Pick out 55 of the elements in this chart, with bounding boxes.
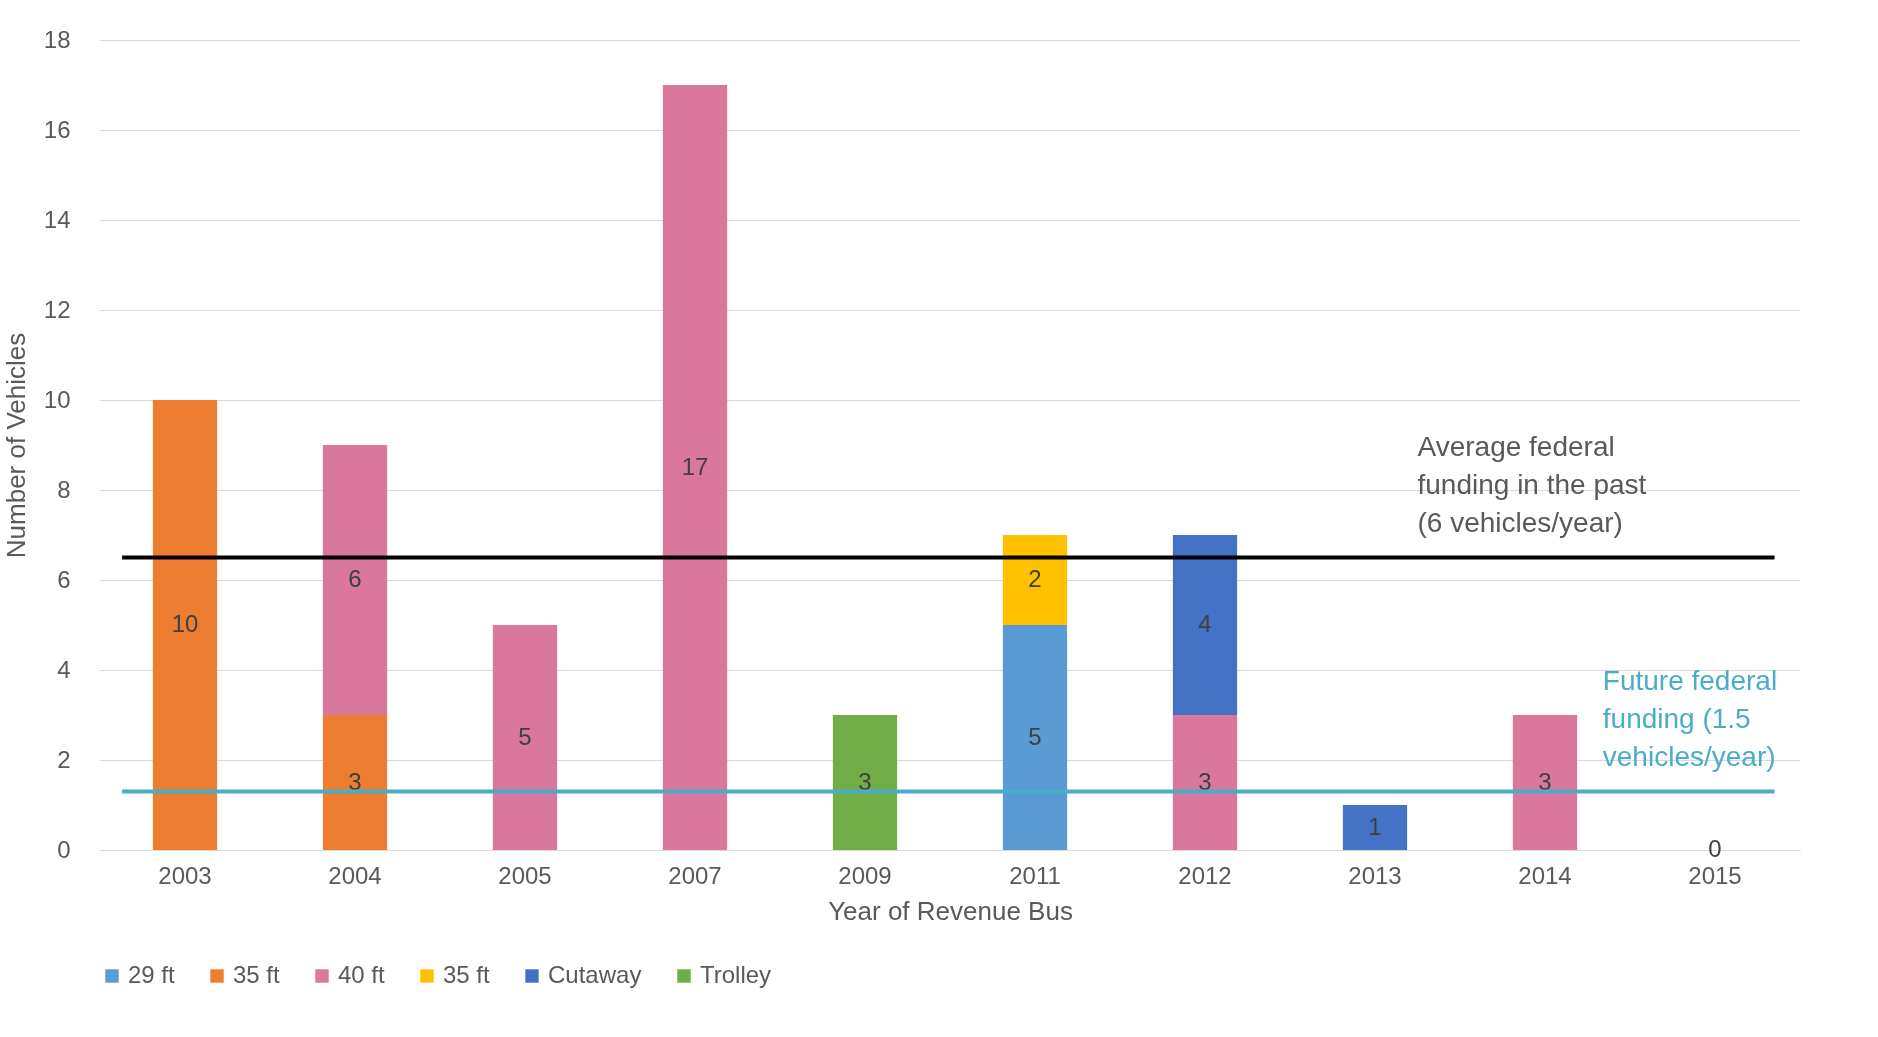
x-tick-label: 2004 bbox=[328, 861, 382, 889]
data-label: 0 bbox=[1708, 835, 1722, 862]
x-tick-label: 2009 bbox=[838, 861, 892, 889]
data-label: 4 bbox=[1198, 610, 1212, 637]
x-axis-title: Year of Revenue Bus bbox=[828, 895, 1073, 926]
data-label: 17 bbox=[681, 452, 709, 480]
y-tick-label: 8 bbox=[57, 475, 71, 503]
x-tick-label: 2005 bbox=[498, 861, 552, 889]
bar bbox=[1172, 535, 1238, 715]
bar bbox=[1002, 625, 1068, 850]
bar bbox=[662, 85, 728, 850]
legend-label: 40 ft bbox=[338, 961, 386, 988]
y-tick-label: 16 bbox=[43, 115, 71, 143]
legend-label: 29 ft bbox=[128, 961, 176, 988]
bar bbox=[492, 625, 558, 850]
y-tick-label: 2 bbox=[57, 745, 71, 773]
data-label: 3 bbox=[1198, 767, 1212, 795]
data-label: 3 bbox=[1538, 767, 1552, 795]
ref-line-label: Future federal funding (1.5 vehicles/year) bbox=[1602, 664, 1778, 772]
bar bbox=[832, 715, 898, 850]
x-tick-label: 2007 bbox=[668, 861, 722, 889]
data-label: 5 bbox=[518, 722, 532, 750]
data-label: 3 bbox=[858, 767, 872, 795]
x-tick-label: 2015 bbox=[1688, 861, 1742, 889]
y-tick-label: 0 bbox=[57, 835, 71, 863]
y-tick-label: 4 bbox=[57, 655, 71, 683]
y-tick-label: 18 bbox=[43, 25, 71, 53]
ref-line-label: Average federal funding in the past (6 vehicles/year) bbox=[1417, 430, 1647, 538]
data-label: 3 bbox=[348, 767, 362, 795]
x-tick-label: 2012 bbox=[1178, 861, 1232, 889]
bar bbox=[152, 400, 218, 850]
bar bbox=[1002, 535, 1068, 625]
data-label: 6 bbox=[348, 565, 362, 592]
data-label: 1 bbox=[1368, 812, 1382, 840]
y-axis-title: Number of Vehicles bbox=[0, 332, 31, 559]
y-tick-label: 10 bbox=[43, 385, 71, 413]
x-tick-label: 2003 bbox=[158, 861, 212, 889]
bar bbox=[1512, 715, 1578, 850]
data-label: 5 bbox=[1028, 722, 1042, 750]
y-tick-label: 14 bbox=[43, 205, 71, 233]
x-tick-label: 2011 bbox=[1009, 861, 1061, 889]
x-tick-label: 2014 bbox=[1518, 861, 1572, 889]
legend-label: Trolley bbox=[700, 961, 772, 988]
bar bbox=[322, 715, 388, 850]
y-tick-label: 12 bbox=[43, 295, 71, 323]
legend-label: 35 ft bbox=[233, 961, 281, 988]
data-label: 2 bbox=[1028, 565, 1042, 592]
bar bbox=[322, 445, 388, 715]
bar bbox=[1172, 715, 1238, 850]
data-label: 10 bbox=[171, 610, 199, 637]
bar bbox=[1342, 805, 1408, 850]
x-tick-label: 2013 bbox=[1348, 861, 1402, 889]
y-tick-label: 6 bbox=[57, 565, 71, 593]
legend-label: 35 ft bbox=[443, 961, 491, 988]
legend-label: Cutaway bbox=[548, 961, 642, 988]
